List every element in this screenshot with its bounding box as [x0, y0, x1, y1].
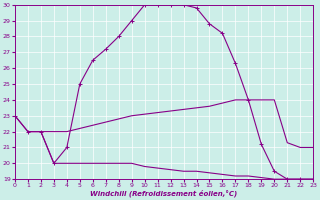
X-axis label: Windchill (Refroidissement éolien,°C): Windchill (Refroidissement éolien,°C)	[91, 190, 238, 197]
